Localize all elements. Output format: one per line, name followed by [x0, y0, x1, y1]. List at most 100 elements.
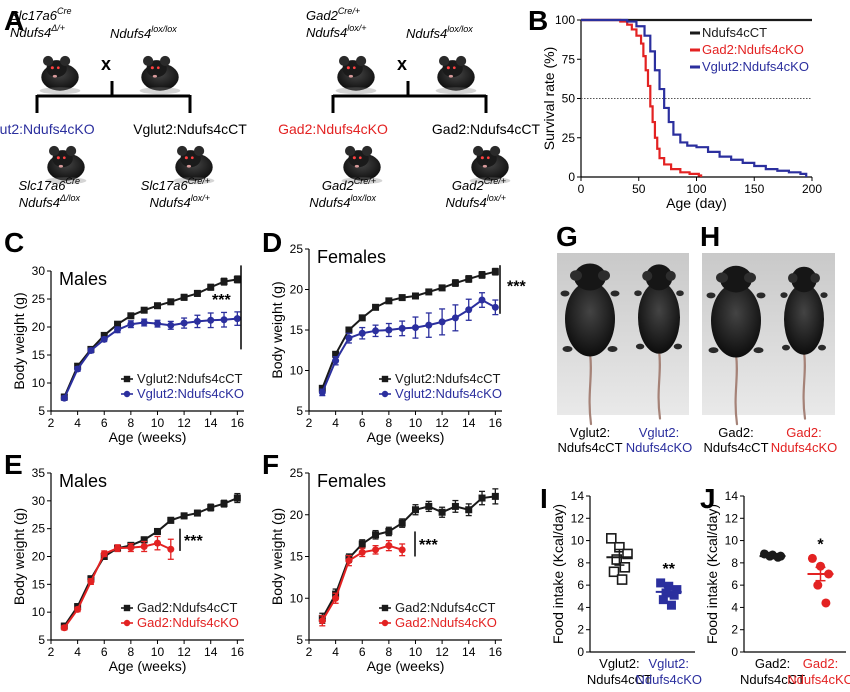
mouse-shadow [469, 177, 511, 185]
data-point [411, 506, 419, 514]
mouse-tail [734, 353, 739, 426]
data-point [345, 334, 353, 342]
data-point [385, 542, 393, 550]
group-label-line2: Ndufs4cKO [636, 672, 702, 687]
legend-entry: Vglut2:Ndufs4cCT [395, 371, 501, 386]
y-tick-label: 4 [577, 600, 584, 614]
survival-series-line [581, 18, 808, 177]
genotype-line: Ndufs4lox/lox [110, 24, 177, 41]
data-point [816, 561, 825, 571]
panel-letter-G: G [556, 221, 578, 252]
y-tick-label: 25 [290, 242, 304, 256]
genotype-line: Slc17a6Cre/+ [141, 176, 210, 193]
mouse-eye [358, 156, 362, 160]
mouse-head [720, 265, 752, 293]
mouse-ear [716, 272, 728, 283]
data-point [123, 604, 131, 612]
mouse-nose [186, 164, 192, 168]
cross-scheme: Gad2Cre/+Ndufs4lox/+ Ndufs4lox/loxxGad2:N… [278, 6, 540, 210]
y-axis-label: Body weight (g) [269, 508, 285, 605]
x-tick-label: 6 [101, 416, 108, 430]
y-tick-label: 5 [38, 633, 45, 647]
data-point [451, 279, 459, 287]
allele-superscript: Δ/lox [59, 193, 81, 203]
mouse-icon [173, 145, 215, 185]
data-point [332, 357, 340, 365]
genotype-line: Slc17a6Cre [19, 176, 81, 193]
mouse-tail [588, 352, 593, 426]
group-label-line2: Ndufs4cKO [787, 672, 850, 687]
legend-entry: Ndufs4cCT [702, 25, 767, 40]
legend-entry: Vglut2:Ndufs4cKO [137, 386, 244, 401]
data-point [100, 331, 108, 339]
data-point [207, 316, 215, 324]
mouse-paw [818, 344, 826, 351]
photo-label-H-ct-line1: Gad2: [718, 425, 753, 440]
data-point [491, 268, 499, 276]
mouse-head [574, 263, 606, 291]
y-tick-label: 5 [296, 633, 303, 647]
gene-name: Slc17a6 [141, 178, 189, 193]
y-tick-label: 2 [731, 623, 738, 637]
gene-name: Slc17a6 [10, 8, 58, 23]
mouse-eye [446, 66, 450, 70]
x-tick-label: 16 [489, 416, 503, 430]
x-axis-label: Age (weeks) [367, 429, 445, 445]
mouse-paw [607, 346, 618, 352]
mouse-ear [810, 273, 820, 284]
mouse-paw [610, 290, 620, 297]
panel-letter-E: E [4, 449, 23, 480]
genotype-line: Gad2Cre/+ [322, 176, 376, 193]
mouse-eye [56, 156, 60, 160]
data-point [193, 289, 201, 297]
data-point [398, 519, 406, 527]
data-point [318, 384, 326, 392]
data-point [465, 306, 473, 314]
mouse-paw [634, 290, 642, 297]
mouse-photo-ko [634, 264, 684, 420]
group-label-line1: Gad2: [755, 656, 790, 671]
data-point [465, 275, 473, 283]
data-point [167, 298, 175, 306]
data-point [608, 566, 620, 578]
data-point [425, 502, 433, 510]
gene-name: Ndufs4 [446, 195, 487, 210]
y-tick-label: 10 [32, 605, 46, 619]
y-axis-label: Food intake (Kcal/day) [550, 504, 566, 644]
x-tick-label: 4 [332, 645, 339, 659]
mouse-paw [753, 347, 764, 354]
data-point [438, 318, 446, 326]
x-tick-label: 8 [386, 416, 393, 430]
x-tick-label: 150 [744, 182, 764, 196]
mouse-ear [362, 145, 373, 157]
mouse-ear [356, 55, 367, 67]
photo-label-H-ct-line2: Ndufs4cCT [703, 440, 768, 455]
mouse-ear [642, 270, 653, 281]
mouse-icon [39, 55, 81, 95]
y-tick-label: 5 [296, 404, 303, 418]
x-tick-label: 200 [802, 182, 822, 196]
data-point [123, 619, 131, 627]
mouse-ear [177, 145, 188, 157]
y-axis-label: Food intake (Kcal/day) [704, 504, 720, 644]
mouse-eye [486, 156, 490, 160]
mouse-paw [562, 346, 573, 352]
allele-superscript: Cre/+ [338, 6, 360, 16]
y-tick-label: 8 [731, 556, 738, 570]
data-point [813, 580, 823, 590]
data-point [127, 320, 135, 328]
data-point [332, 350, 340, 358]
data-point [87, 578, 95, 586]
gene-name: Gad2 [322, 178, 355, 193]
data-point [167, 545, 175, 553]
legend-entry: Gad2:Ndufs4cCT [137, 600, 237, 615]
x-tick-label: 2 [48, 416, 55, 430]
data-point [220, 316, 228, 324]
x-axis-label: Age (day) [666, 195, 727, 211]
y-tick-label: 14 [725, 489, 739, 503]
x-tick-label: 6 [359, 416, 366, 430]
cross-symbol: x [397, 54, 407, 74]
mouse-icon [341, 145, 383, 185]
